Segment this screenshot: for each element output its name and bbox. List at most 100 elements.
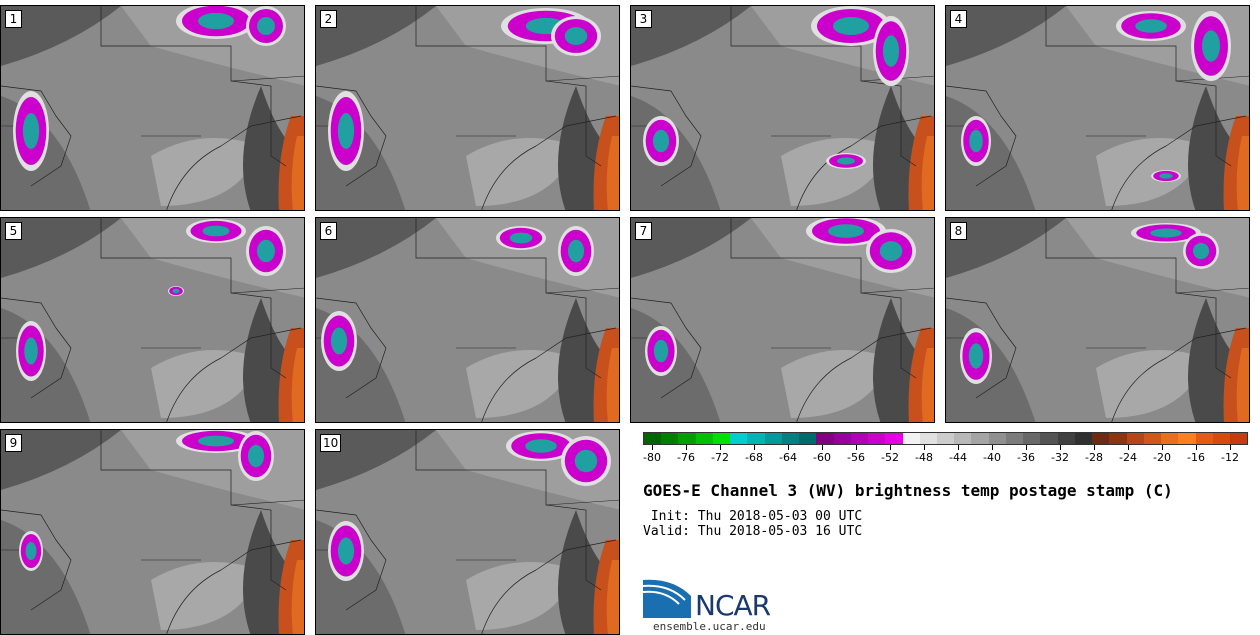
panel-number: 8 <box>950 222 967 240</box>
colorbar-tick-label: -28 <box>1085 451 1103 464</box>
colorbar-tick-label: -48 <box>915 451 933 464</box>
colorbar-segment <box>730 433 748 444</box>
colorbar-segment <box>747 433 765 444</box>
colorbar-tick <box>924 445 925 450</box>
ensemble-url[interactable]: ensemble.ucar.edu <box>653 620 766 633</box>
postage-stamp-panel: 10 <box>315 429 620 635</box>
colorbar-ticks: -80 -76 -72 -68 -64 -60 -56 -52 -48 -44 -40 -36 -32 -… <box>643 445 1248 467</box>
colorbar-tick-label: -76 <box>677 451 695 464</box>
init-time: Init: Thu 2018-05-03 00 UTC <box>643 509 863 524</box>
colorbar-tick-label: -52 <box>881 451 899 464</box>
postage-stamp-panel: 2 <box>315 5 620 211</box>
colorbar-tick-label: -36 <box>1017 451 1035 464</box>
postage-stamp-panel: 9 <box>0 429 305 635</box>
colorbar-segment <box>936 433 955 444</box>
colorbar-segment <box>1109 433 1127 444</box>
water-vapor-map <box>316 430 619 634</box>
colorbar-segment <box>971 433 989 444</box>
colorbar-segment <box>868 433 886 444</box>
colorbar-segment <box>712 433 731 444</box>
colorbar-segment <box>1229 433 1248 444</box>
water-vapor-map <box>1 218 304 422</box>
colorbar-segment <box>1178 433 1196 444</box>
panel-number: 1 <box>5 10 22 28</box>
colorbar-tick-label: -60 <box>813 451 831 464</box>
postage-stamp-panel: 7 <box>630 217 935 423</box>
water-vapor-map <box>1 6 304 210</box>
water-vapor-map <box>946 6 1249 210</box>
water-vapor-map <box>316 6 619 210</box>
panel-number: 2 <box>320 10 337 28</box>
valid-time: Valid: Thu 2018-05-03 16 UTC <box>643 524 863 539</box>
colorbar-tick-label: -40 <box>983 451 1001 464</box>
panel-number: 4 <box>950 10 967 28</box>
colorbar-tick-label: -16 <box>1187 451 1205 464</box>
colorbar-segment <box>661 433 679 444</box>
postage-stamp-panel: 1 <box>0 5 305 211</box>
colorbar-tick <box>1060 445 1061 450</box>
colorbar-tick-label: -68 <box>745 451 763 464</box>
colorbar-segment <box>954 433 972 444</box>
colorbar-tick <box>1026 445 1027 450</box>
colorbar-tick <box>686 445 687 450</box>
colorbar-segment <box>1074 433 1093 444</box>
postage-stamp-panel: 8 <box>945 217 1250 423</box>
colorbar-tick <box>652 445 653 450</box>
postage-stamp-panel: 3 <box>630 5 935 211</box>
colorbar-tick <box>856 445 857 450</box>
panel-number: 3 <box>635 10 652 28</box>
colorbar-segment <box>1161 433 1179 444</box>
ncar-logo-icon <box>643 579 691 618</box>
colorbar-tick <box>992 445 993 450</box>
postage-stamp-panel: 5 <box>0 217 305 423</box>
colorbar-tick <box>720 445 721 450</box>
panel-number: 10 <box>320 434 342 452</box>
colorbar-segment <box>1040 433 1058 444</box>
colorbar-segment <box>764 433 782 444</box>
colorbar-segment <box>833 433 851 444</box>
colorbar-segment <box>1023 433 1041 444</box>
colorbar-segment <box>1005 433 1024 444</box>
panel-number: 7 <box>635 222 652 240</box>
colorbar-tick <box>1094 445 1095 450</box>
colorbar-segment <box>885 433 903 444</box>
colorbar-segment <box>816 433 834 444</box>
colorbar-tick <box>1128 445 1129 450</box>
colorbar-segment <box>1092 433 1110 444</box>
colorbar-segment <box>799 433 817 444</box>
water-vapor-map <box>631 218 934 422</box>
colorbar-tick-label: -12 <box>1221 451 1239 464</box>
colorbar-tick <box>822 445 823 450</box>
colorbar-segment <box>1212 433 1230 444</box>
water-vapor-map <box>1 430 304 634</box>
ncar-logo-text: NCAR <box>695 589 771 622</box>
colorbar-tick-label: -20 <box>1153 451 1171 464</box>
panel-number: 5 <box>5 222 22 240</box>
colorbar-segment <box>1057 433 1075 444</box>
figure-title: GOES-E Channel 3 (WV) brightness temp po… <box>643 481 1173 500</box>
colorbar-segment <box>988 433 1006 444</box>
colorbar-tick <box>1162 445 1163 450</box>
water-vapor-map <box>946 218 1249 422</box>
colorbar-segment <box>695 433 713 444</box>
colorbar-segment <box>902 433 920 444</box>
colorbar-tick <box>788 445 789 450</box>
colorbar-tick <box>1230 445 1231 450</box>
colorbar-tick <box>890 445 891 450</box>
colorbar <box>643 432 1248 445</box>
colorbar-segment <box>1126 433 1144 444</box>
panel-number: 6 <box>320 222 337 240</box>
colorbar-segment <box>919 433 937 444</box>
colorbar-tick-label: -24 <box>1119 451 1137 464</box>
water-vapor-map <box>316 218 619 422</box>
colorbar-segment <box>850 433 869 444</box>
colorbar-tick-label: -72 <box>711 451 729 464</box>
colorbar-segment <box>678 433 696 444</box>
colorbar-tick <box>1196 445 1197 450</box>
panel-number: 9 <box>5 434 22 452</box>
colorbar-tick <box>958 445 959 450</box>
colorbar-segment <box>1143 433 1162 444</box>
postage-stamp-panel: 4 <box>945 5 1250 211</box>
colorbar-segment <box>644 433 662 444</box>
colorbar-tick <box>754 445 755 450</box>
